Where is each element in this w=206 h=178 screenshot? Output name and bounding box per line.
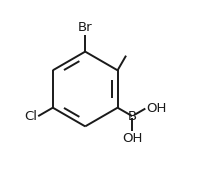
- Text: Cl: Cl: [24, 110, 37, 123]
- Text: B: B: [128, 110, 137, 123]
- Text: OH: OH: [146, 102, 167, 115]
- Text: Br: Br: [78, 21, 92, 34]
- Text: OH: OH: [122, 132, 142, 145]
